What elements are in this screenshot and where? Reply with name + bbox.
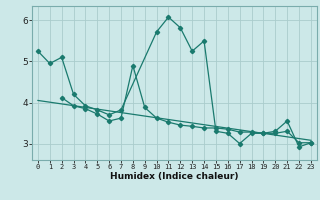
X-axis label: Humidex (Indice chaleur): Humidex (Indice chaleur) bbox=[110, 172, 239, 181]
